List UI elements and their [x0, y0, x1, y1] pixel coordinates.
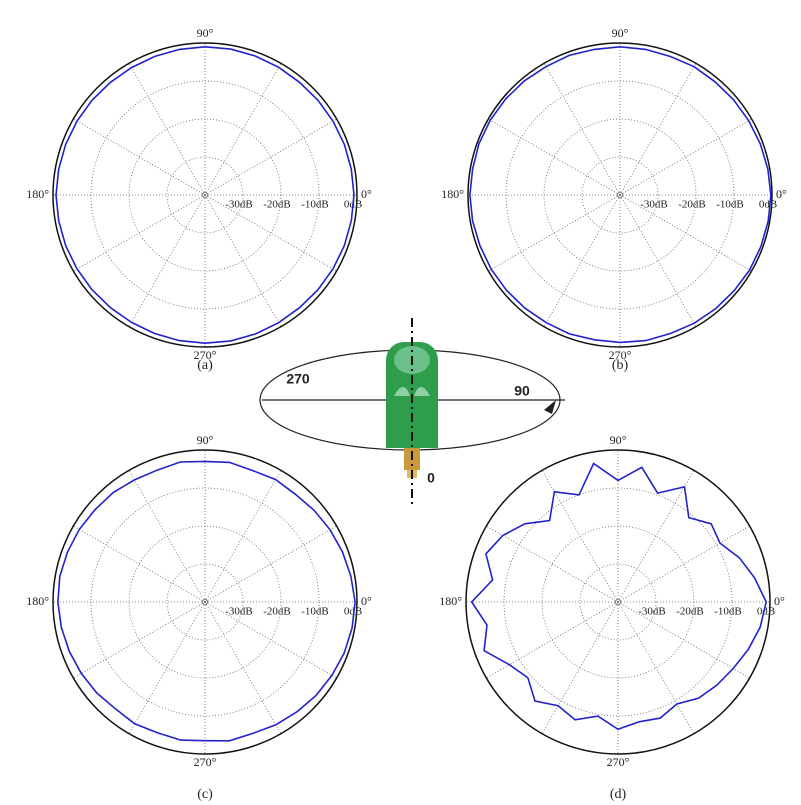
ring-grid-line — [579, 563, 657, 641]
angle-label: 270 — [286, 371, 310, 387]
spoke-grid-line — [73, 118, 206, 196]
caption: (c) — [197, 787, 213, 802]
spoke-grid-line — [204, 63, 282, 196]
spoke-grid-line — [541, 470, 619, 603]
theta-tick-label: 270° — [194, 348, 217, 362]
outer-ring — [52, 42, 358, 348]
theta-tick-label: 270° — [194, 755, 217, 769]
caption: (a) — [197, 358, 213, 373]
spoke-grid-line — [617, 525, 750, 603]
theta-tick-label: 270° — [607, 755, 630, 769]
spoke-grid-line — [488, 118, 621, 196]
r-tick-label: -10dB — [301, 606, 329, 618]
ring-grid-line — [166, 563, 244, 641]
r-tick-label: -20dB — [263, 199, 291, 211]
theta-tick-label: 90° — [612, 26, 629, 40]
spoke-grid-line — [73, 525, 206, 603]
r-tick-label: -10dB — [301, 199, 329, 211]
theta-tick-label: 270° — [609, 348, 632, 362]
outer-ring — [52, 449, 358, 755]
theta-tick-label: 90° — [610, 433, 627, 447]
theta-tick-label: 0° — [774, 594, 785, 608]
r-tick-label: -20dB — [676, 606, 704, 618]
spoke-grid-line — [128, 470, 206, 603]
spoke-grid-line — [617, 601, 695, 734]
ring-grid-line — [581, 156, 659, 234]
r-tick-label: 0dB — [344, 606, 362, 618]
outer-ring — [467, 42, 773, 348]
spoke-grid-line — [204, 470, 282, 603]
theta-tick-label: 90° — [197, 433, 214, 447]
ring-grid-line — [505, 80, 735, 310]
theta-tick-label: 90° — [197, 26, 214, 40]
pattern-line — [470, 462, 768, 731]
ring-grid-line — [128, 525, 282, 679]
spoke-grid-line — [128, 601, 206, 734]
center-mark — [202, 599, 208, 605]
r-tick-label: -10dB — [714, 606, 742, 618]
antenna-diagram: 270 90 0 — [259, 318, 565, 505]
spoke-grid-line — [128, 63, 206, 196]
ring-grid-line — [503, 487, 733, 717]
antenna-element — [394, 387, 430, 396]
spoke-grid-line — [619, 63, 697, 196]
arrow-head — [544, 400, 556, 414]
pattern-line — [55, 45, 355, 345]
ring-grid-line — [541, 525, 695, 679]
spoke-grid-line — [486, 525, 619, 603]
spoke-grid-line — [204, 601, 282, 734]
caption: (d) — [610, 787, 627, 802]
r-tick-label: -30dB — [225, 199, 253, 211]
r-tick-label: -30dB — [638, 606, 666, 618]
theta-tick-label: 180° — [26, 594, 49, 608]
theta-tick-label: 180° — [26, 187, 49, 201]
center-mark — [202, 192, 208, 198]
spoke-grid-line — [204, 194, 282, 327]
ring-grid-line — [128, 118, 282, 272]
spoke-grid-line — [619, 118, 752, 196]
pattern-line — [57, 460, 356, 742]
r-tick-label: -20dB — [678, 199, 706, 211]
spoke-grid-line — [543, 194, 621, 327]
spoke-grid-line — [619, 194, 697, 327]
spoke-grid-line — [541, 601, 619, 734]
r-tick-label: -30dB — [640, 199, 668, 211]
theta-tick-label: 180° — [439, 594, 462, 608]
center-mark — [615, 599, 621, 605]
theta-tick-label: 0° — [361, 187, 372, 201]
spoke-grid-line — [204, 118, 337, 196]
caption: (b) — [612, 358, 629, 373]
spoke-grid-line — [617, 470, 695, 603]
theta-tick-label: 0° — [776, 187, 787, 201]
theta-tick-label: 0° — [361, 594, 372, 608]
angle-label: 90 — [514, 383, 530, 399]
r-tick-label: -30dB — [225, 606, 253, 618]
angle-label: 0 — [427, 470, 435, 486]
spoke-grid-line — [128, 194, 206, 327]
ring-grid-line — [90, 487, 320, 717]
ring-grid-line — [543, 118, 697, 272]
spoke-grid-line — [543, 63, 621, 196]
ring-grid-line — [90, 80, 320, 310]
r-tick-label: -10dB — [716, 199, 744, 211]
r-tick-label: -20dB — [263, 606, 291, 618]
r-tick-label: 0dB — [759, 199, 777, 211]
center-mark — [617, 192, 623, 198]
theta-tick-label: 180° — [441, 187, 464, 201]
outer-ring — [465, 449, 771, 755]
ring-grid-line — [166, 156, 244, 234]
spoke-grid-line — [204, 525, 337, 603]
pattern-line — [469, 45, 772, 344]
r-tick-label: 0dB — [757, 606, 775, 618]
